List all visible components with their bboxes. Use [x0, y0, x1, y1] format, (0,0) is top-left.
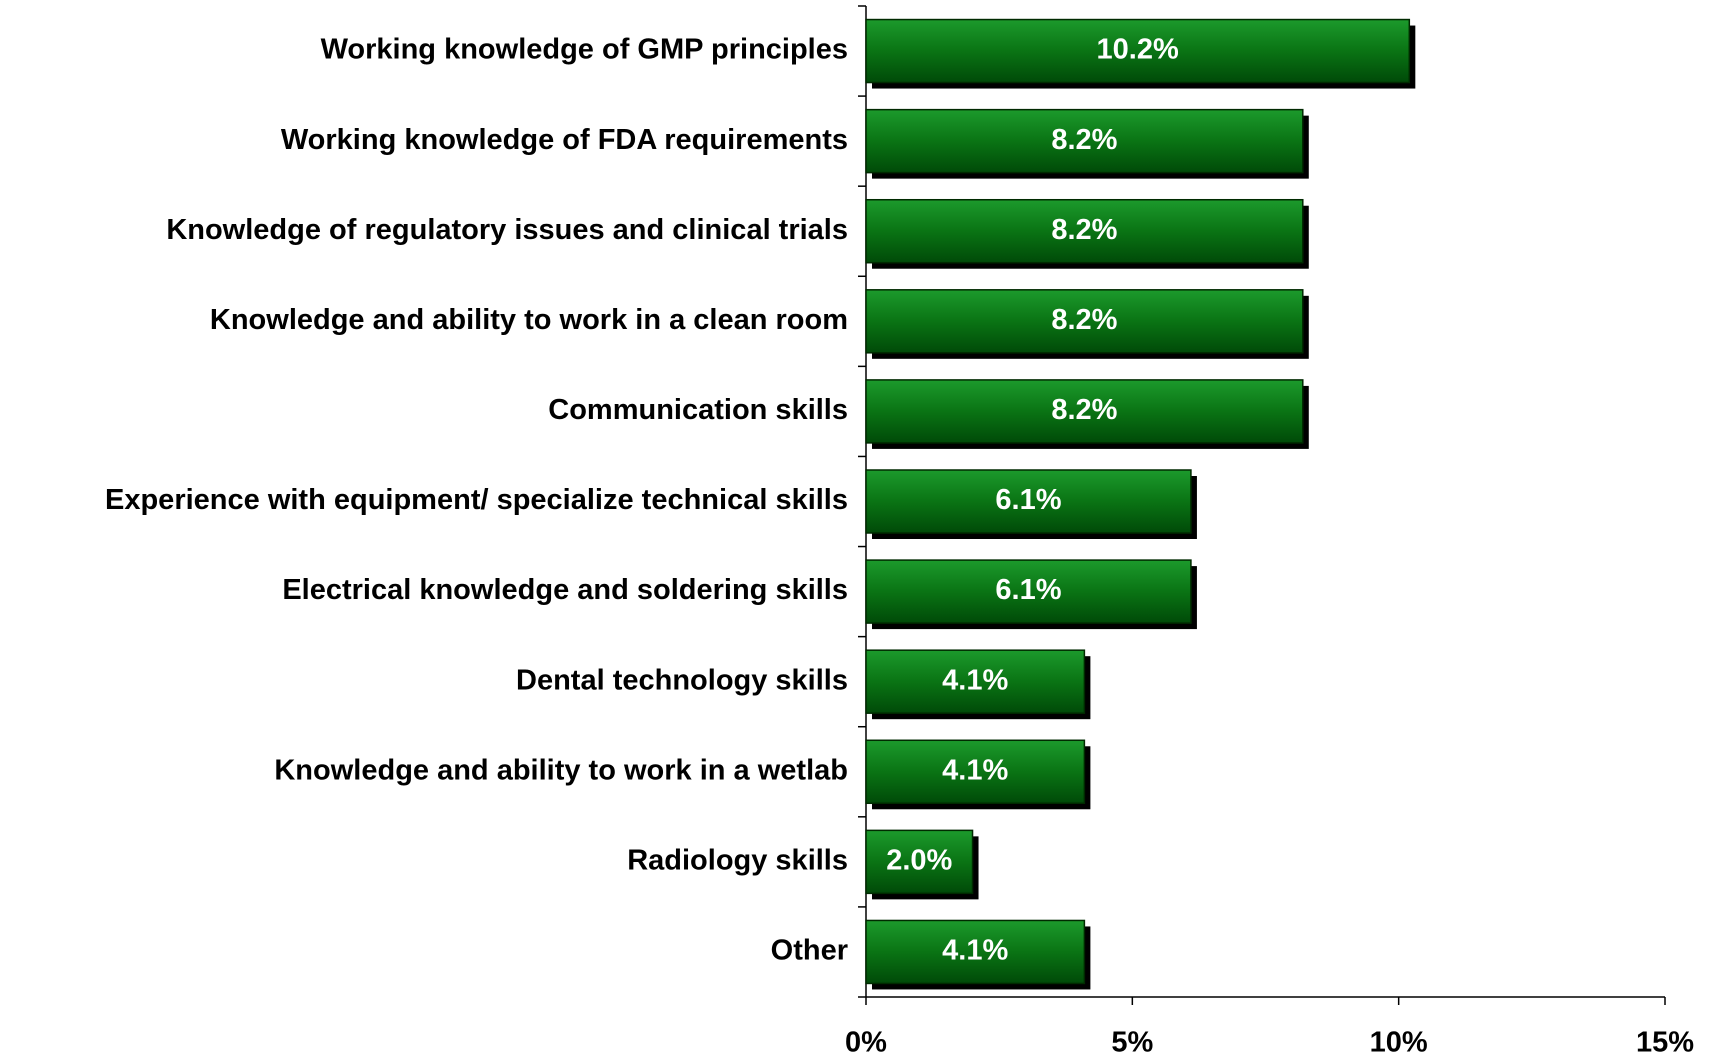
bar — [865, 559, 1192, 624]
x-tick-label: 15% — [1636, 1027, 1694, 1058]
category-label: Knowledge and ability to work in a clean… — [210, 304, 848, 336]
bar — [865, 739, 1086, 805]
category-label: Other — [771, 935, 848, 967]
value-label: 8.2% — [1051, 304, 1117, 336]
bar — [865, 18, 1411, 84]
bar — [865, 198, 1304, 264]
category-label: Experience with equipment/ specialize te… — [105, 484, 848, 516]
value-label: 8.2% — [1051, 124, 1117, 156]
bar — [865, 919, 1086, 985]
category-label: Electrical knowledge and soldering skill… — [282, 574, 848, 606]
category-label: Dental technology skills — [516, 664, 848, 696]
value-label: 2.0% — [886, 845, 952, 877]
category-label: Working knowledge of GMP principles — [321, 34, 848, 66]
value-label: 4.1% — [942, 664, 1008, 696]
category-label: Knowledge of regulatory issues and clini… — [166, 214, 848, 246]
value-label: 8.2% — [1051, 214, 1117, 246]
value-label: 4.1% — [942, 754, 1008, 786]
value-label: 4.1% — [942, 935, 1008, 967]
x-tick-label: 5% — [1111, 1027, 1153, 1058]
bar — [865, 649, 1086, 714]
category-label: Knowledge and ability to work in a wetla… — [274, 754, 848, 786]
bar — [865, 469, 1192, 534]
x-tick-label: 0% — [845, 1027, 887, 1058]
value-label: 8.2% — [1051, 394, 1117, 426]
category-label: Communication skills — [548, 394, 848, 426]
category-label: Working knowledge of FDA requirements — [281, 124, 848, 156]
bar — [865, 379, 1304, 444]
value-label: 10.2% — [1097, 34, 1179, 66]
bar — [865, 108, 1304, 174]
bar — [865, 289, 1304, 354]
category-label: Radiology skills — [627, 845, 848, 877]
bar — [865, 829, 974, 895]
value-label: 6.1% — [995, 484, 1061, 516]
x-tick-label: 10% — [1370, 1027, 1428, 1058]
value-label: 6.1% — [995, 574, 1061, 606]
